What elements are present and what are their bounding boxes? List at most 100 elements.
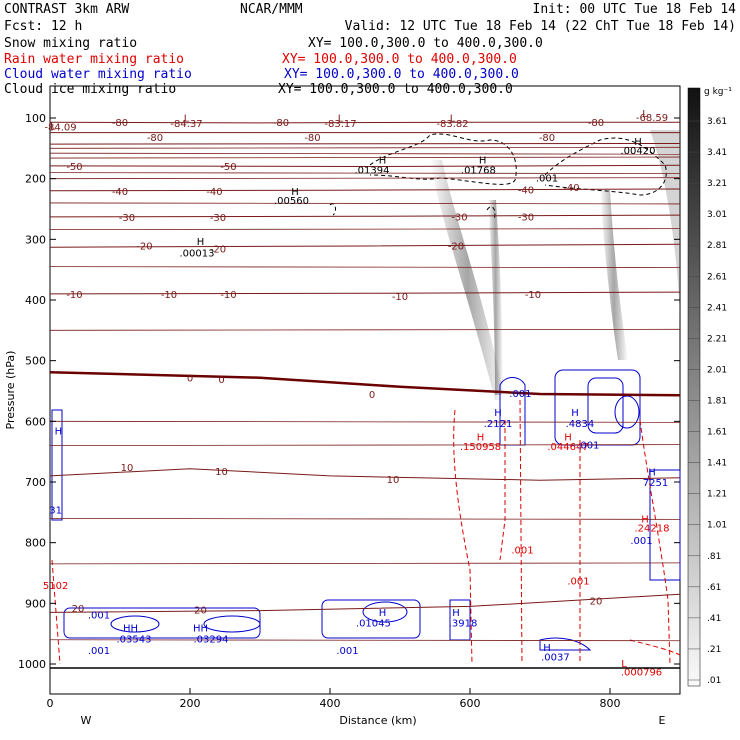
- cloud-water-contour: [539, 637, 592, 651]
- contour-label: 20: [72, 604, 85, 615]
- east-endpoint: E: [659, 714, 666, 727]
- isotherm-line: [49, 228, 681, 231]
- contour-label: 20: [194, 605, 207, 616]
- rain-contour: [519, 399, 523, 665]
- contour-label: 0: [369, 390, 375, 401]
- contour-labels: -80 -80 -80 -80 -80 -80 -50 -50 -40 -40 -40 -40 -30 -…: [43, 109, 670, 678]
- cloud-ice-contours: [329, 133, 667, 221]
- colorbar-label: 1.21: [707, 490, 727, 500]
- y-tick-label: 800: [25, 537, 46, 550]
- contour-label: H: [291, 187, 299, 198]
- contour-label: -30: [119, 213, 135, 224]
- contour-label: .001: [567, 576, 589, 587]
- contour-label: -84.37: [170, 119, 202, 130]
- contour-label: L: [50, 121, 56, 132]
- colorbar-label: .21: [707, 645, 721, 655]
- temperature-contour-9: [49, 370, 681, 397]
- snow-legend-xy: XY= 100.0,300.0 to 400.0,300.0: [308, 36, 543, 51]
- colorbar-label: 1.01: [707, 521, 727, 531]
- cloud-ice-legend-xy: XY= 100.0,300.0 to 400.0,300.0: [278, 82, 513, 97]
- center-label: NCAR/MMM: [240, 2, 303, 17]
- colorbar-label: 1.41: [707, 459, 727, 469]
- contour-label: .24218: [635, 524, 670, 535]
- temperature-contour-5: [49, 188, 681, 192]
- cloud-water-contour: [614, 395, 640, 429]
- temperature-contours: [49, 121, 681, 642]
- contour-label: H: [571, 408, 579, 419]
- snow-plume: [650, 130, 680, 320]
- contour-label: .4834: [566, 419, 595, 430]
- contour-label: -68.59: [636, 113, 668, 124]
- temperature-contour-11: [49, 593, 681, 613]
- contour-label: 0: [218, 375, 224, 386]
- init-time: Init: 00 UTC Tue 18 Feb 14: [533, 2, 737, 17]
- cloud-water-legend-name: Cloud water mixing ratio: [4, 67, 192, 82]
- contour-label: .150958: [460, 442, 501, 453]
- temperature-contour-7: [49, 243, 681, 248]
- isotherm-line: [49, 156, 681, 159]
- contour-label: -80: [304, 133, 320, 144]
- contour-label: 20: [590, 596, 603, 607]
- snow-plume: [488, 200, 503, 395]
- x-axis-label: Distance (km): [339, 714, 416, 727]
- isotherm-line: [49, 202, 681, 205]
- rain-contour: [629, 639, 681, 656]
- contour-label: .044647: [547, 442, 588, 453]
- contour-label: -10: [525, 290, 541, 301]
- colorbar-label: 3.21: [707, 179, 727, 189]
- x-tick-label: 400: [320, 697, 341, 710]
- colorbar: [687, 87, 701, 687]
- contour-label: -50: [220, 162, 236, 173]
- colorbar-label: 3.41: [707, 148, 727, 158]
- contour-label: .01045: [356, 619, 391, 630]
- contour-label: -80: [539, 133, 555, 144]
- cloud-water-contour: [649, 469, 681, 581]
- rain-contour: [639, 419, 671, 665]
- temperature-contour-3: [49, 143, 681, 145]
- isotherm-line: [49, 639, 681, 642]
- x-tick-label: 800: [600, 697, 621, 710]
- y-tick-label: 1000: [18, 658, 46, 671]
- contour-label: -20: [136, 241, 152, 252]
- cloud-water-contours: [51, 369, 681, 651]
- contour-label: -40: [206, 187, 222, 198]
- cloud-water-legend-xy: XY= 100.0,300.0 to 400.0,300.0: [284, 67, 519, 82]
- y-tick-label: 400: [25, 294, 46, 307]
- temperature-contour-8: [49, 291, 681, 295]
- isotherm-line: [49, 444, 681, 447]
- colorbar-label: .61: [707, 583, 721, 593]
- colorbar-label: 2.21: [707, 334, 727, 344]
- contour-label: 0: [187, 374, 193, 385]
- contour-label: HH: [123, 624, 138, 635]
- cloud-water-contour: [110, 615, 160, 633]
- snow-plume: [600, 190, 628, 360]
- contour-label: H: [564, 433, 572, 444]
- isotherm-line: [49, 152, 681, 155]
- colorbar-label: 2.61: [707, 272, 727, 282]
- cloud-ice-contour: [544, 137, 667, 196]
- contour-label: HH: [193, 624, 208, 635]
- rain-contour: [499, 420, 506, 561]
- y-tick-label: 900: [25, 597, 46, 610]
- snow-plume: [430, 160, 505, 400]
- contour-label: -30: [518, 212, 534, 223]
- contour-label: H: [452, 608, 460, 619]
- cloud-water-contour: [362, 601, 408, 623]
- colorbar-labels: 3.61 3.41 3.21 3.01 2.81 2.61 2.41 2.21 2.01 1.81…: [688, 117, 727, 686]
- isotherm-line: [49, 172, 681, 175]
- contour-label: -83.17: [324, 119, 356, 130]
- colorbar-label: 1.61: [707, 428, 727, 438]
- contour-label: -40: [112, 187, 128, 198]
- contour-label: .0037: [541, 653, 570, 664]
- contour-label: H: [379, 155, 387, 166]
- contour-label: .00420: [621, 146, 656, 157]
- contour-label: -10: [66, 290, 82, 301]
- contour-label: .001: [336, 646, 358, 657]
- contour-label: 10: [121, 463, 134, 474]
- colorbar-unit: g kg⁻¹: [704, 87, 732, 97]
- contour-label: 5102: [43, 581, 68, 592]
- contour-label: .001: [577, 440, 599, 451]
- temperature-contour-1: [49, 121, 680, 124]
